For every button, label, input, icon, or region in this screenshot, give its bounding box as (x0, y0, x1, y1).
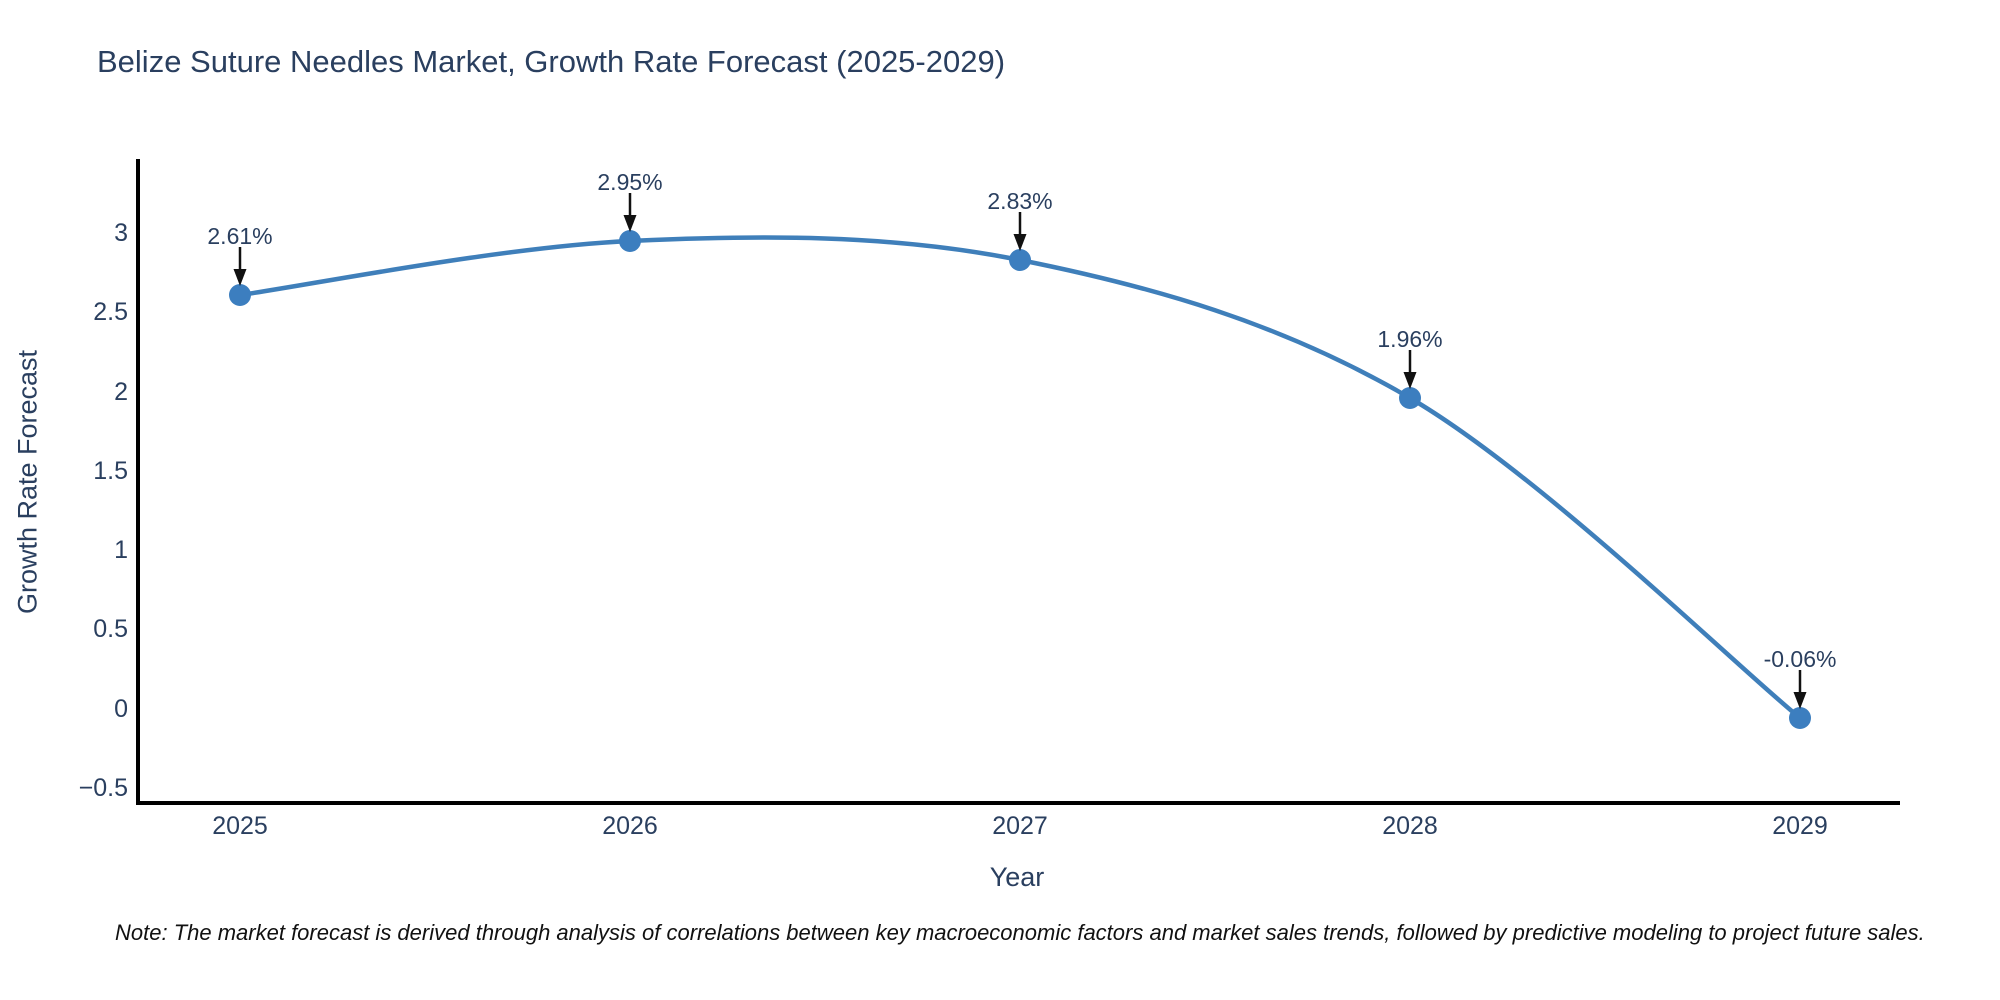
point-label-2028: 1.96% (1377, 326, 1443, 352)
y-tick-1-5: 1.5 (93, 457, 128, 485)
x-tick-2025: 2025 (212, 812, 268, 840)
data-point-2028 (1399, 387, 1421, 409)
x-tick-2027: 2027 (992, 812, 1048, 840)
trend-line (237, 235, 1803, 721)
y-tick-neg-0-5: −0.5 (78, 774, 128, 802)
x-tick-2026: 2026 (602, 812, 658, 840)
y-axis-title: Growth Rate Forecast (12, 349, 43, 615)
x-axis-title: Year (989, 862, 1045, 892)
data-point-2027 (1009, 249, 1031, 271)
y-tick-1: 1 (114, 536, 128, 564)
annotation-arrow-2027 (1013, 212, 1027, 251)
chart-title: Belize Suture Needles Market, Growth Rat… (97, 44, 1006, 79)
annotation-arrow-2029 (1793, 670, 1807, 709)
x-tick-2029: 2029 (1772, 812, 1828, 840)
y-tick-0: 0 (114, 695, 128, 723)
point-label-2027: 2.83% (987, 188, 1053, 214)
y-tick-2-5: 2.5 (93, 298, 128, 326)
y-tick-2: 2 (114, 378, 128, 406)
y-tick-3: 3 (114, 219, 128, 247)
annotation-arrow-2028 (1403, 350, 1417, 389)
point-label-2029: -0.06% (1763, 646, 1837, 672)
y-tick-0-5: 0.5 (93, 615, 128, 643)
data-point-2025 (229, 284, 251, 306)
annotation-arrow-2026 (623, 193, 637, 232)
point-label-2026: 2.95% (597, 169, 663, 195)
x-tick-2028: 2028 (1382, 812, 1438, 840)
methodology-note: Note: The market forecast is derived thr… (115, 920, 1925, 945)
point-label-2025: 2.61% (207, 223, 273, 249)
annotation-arrow-2025 (233, 247, 247, 286)
data-point-2029 (1789, 707, 1811, 729)
data-point-2026 (619, 230, 641, 252)
